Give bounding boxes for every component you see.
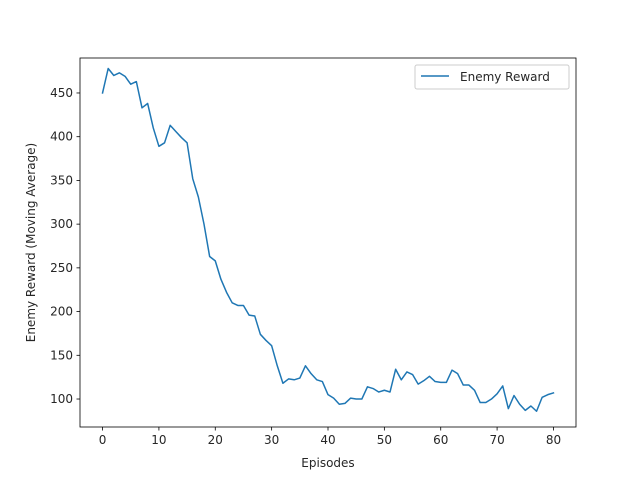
legend-entry-label: Enemy Reward (460, 70, 550, 84)
y-tick-label: 400 (50, 130, 73, 144)
x-tick-label: 30 (264, 433, 279, 447)
plot-area (101, 67, 555, 413)
y-axis: 100 150 200 250 300 350 400 450 (50, 86, 80, 406)
legend-box (414, 64, 570, 90)
x-axis-label: Episodes (301, 456, 354, 470)
x-tick-label: 70 (489, 433, 504, 447)
enemy-reward-line (101, 67, 555, 413)
x-tick-label: 40 (320, 433, 335, 447)
x-tick-label: 80 (546, 433, 561, 447)
y-tick-label: 350 (50, 173, 73, 187)
y-axis-label: Enemy Reward (Moving Average) (24, 143, 38, 343)
legend: Enemy Reward (414, 64, 570, 90)
x-tick-label: 0 (99, 433, 107, 447)
x-tick-label: 20 (208, 433, 223, 447)
y-tick-label: 250 (50, 261, 73, 275)
x-tick-label: 50 (377, 433, 392, 447)
x-tick-label: 60 (433, 433, 448, 447)
x-axis: 0 10 20 30 40 50 60 70 80 (99, 427, 561, 447)
y-tick-label: 200 (50, 305, 73, 319)
y-tick-label: 300 (50, 217, 73, 231)
y-tick-label: 100 (50, 392, 73, 406)
y-tick-label: 150 (50, 348, 73, 362)
y-tick-label: 450 (50, 86, 73, 100)
x-tick-label: 10 (151, 433, 166, 447)
